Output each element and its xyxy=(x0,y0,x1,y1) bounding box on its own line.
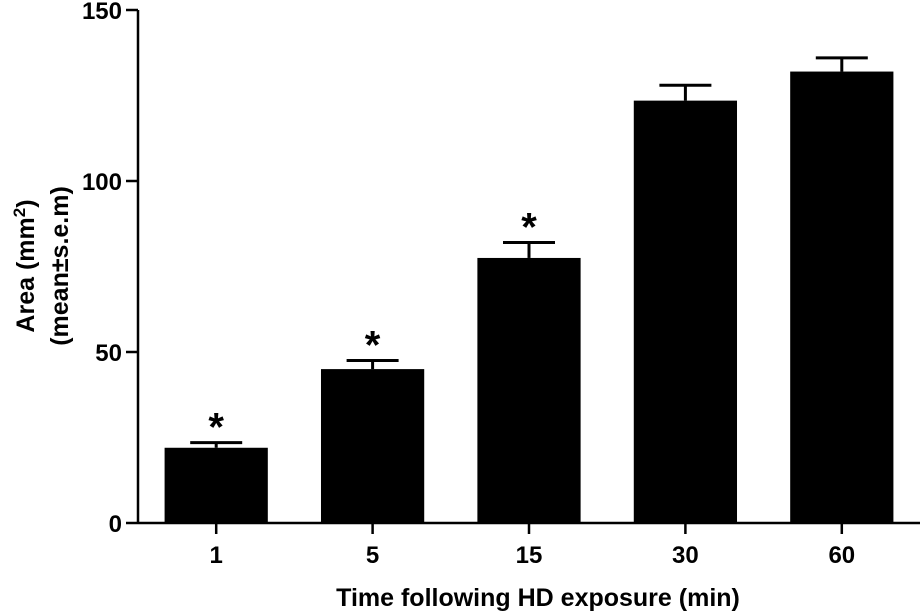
bar-5 xyxy=(320,369,425,523)
x-tick-label-1: 1 xyxy=(210,542,223,569)
x-tick-label-60: 60 xyxy=(828,542,855,569)
y-ticks: 0 50 100 150 xyxy=(82,0,138,538)
y-tick-label-3: 150 xyxy=(82,0,122,25)
bar-15 xyxy=(477,257,581,523)
x-ticks: 1 5 15 30 60 xyxy=(210,523,855,569)
y-axis-title: Area (mm2) (mean±s.e.m) xyxy=(10,186,75,346)
plot-area: * * * xyxy=(164,56,894,523)
significance-marker-5: * xyxy=(365,324,381,368)
x-tick-label-5: 5 xyxy=(366,542,379,569)
bar-30 xyxy=(633,100,738,523)
y-axis-title-line2: (mean±s.e.m) xyxy=(46,186,74,346)
x-tick-label-30: 30 xyxy=(672,542,699,569)
x-axis-title: Time following HD exposure (min) xyxy=(336,584,740,612)
bar-1 xyxy=(164,447,268,523)
x-tick-label-15: 15 xyxy=(516,542,543,569)
bar-60 xyxy=(790,71,894,523)
significance-marker-15: * xyxy=(521,206,537,250)
y-axis-title-line1: Area (mm2) xyxy=(10,199,41,332)
y-tick-label-2: 100 xyxy=(82,169,122,196)
y-tick-label-1: 50 xyxy=(95,340,122,367)
significance-marker-1: * xyxy=(208,406,224,450)
y-tick-label-0: 0 xyxy=(109,511,122,538)
